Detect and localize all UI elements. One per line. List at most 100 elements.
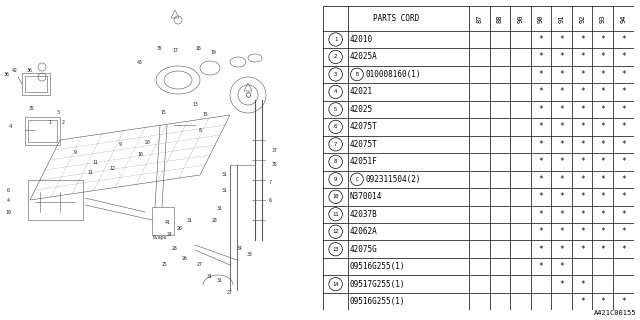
Text: *: * xyxy=(580,140,584,149)
Text: 42010: 42010 xyxy=(350,35,373,44)
Text: 27: 27 xyxy=(227,290,233,294)
Text: 42025A: 42025A xyxy=(350,52,378,61)
Text: *: * xyxy=(539,122,543,131)
Text: *: * xyxy=(580,87,584,96)
Text: 8: 8 xyxy=(198,127,202,132)
Text: *: * xyxy=(559,87,564,96)
Text: *: * xyxy=(621,245,626,254)
Text: 13: 13 xyxy=(192,102,198,108)
Text: 19: 19 xyxy=(210,51,216,55)
Text: 42075G: 42075G xyxy=(350,245,378,254)
Text: *: * xyxy=(559,245,564,254)
Bar xyxy=(25,76,47,92)
Text: *: * xyxy=(559,122,564,131)
Text: *: * xyxy=(600,157,605,166)
Text: 37: 37 xyxy=(272,148,278,153)
Text: 31: 31 xyxy=(222,188,228,193)
Text: *: * xyxy=(600,245,605,254)
Text: *: * xyxy=(580,105,584,114)
Text: Evapo: Evapo xyxy=(153,236,167,241)
Text: 92: 92 xyxy=(579,14,585,23)
Text: 12: 12 xyxy=(109,165,115,171)
Text: 7: 7 xyxy=(334,142,337,147)
Bar xyxy=(28,180,83,220)
Text: *: * xyxy=(621,52,626,61)
Text: 87: 87 xyxy=(476,14,483,23)
Text: *: * xyxy=(539,262,543,271)
Text: *: * xyxy=(621,105,626,114)
Text: 42075T: 42075T xyxy=(350,140,378,149)
Text: 2: 2 xyxy=(61,119,65,124)
Text: 43: 43 xyxy=(137,60,143,65)
Text: 31: 31 xyxy=(222,172,228,178)
Text: 4: 4 xyxy=(6,197,10,203)
Text: 88: 88 xyxy=(497,14,503,23)
Text: 27: 27 xyxy=(197,262,203,268)
Text: 13: 13 xyxy=(332,247,339,252)
Text: *: * xyxy=(539,157,543,166)
Text: N370014: N370014 xyxy=(350,192,382,201)
Text: C: C xyxy=(355,177,358,182)
Text: 15: 15 xyxy=(202,113,208,117)
Text: *: * xyxy=(621,210,626,219)
Text: *: * xyxy=(559,210,564,219)
Text: 9: 9 xyxy=(74,149,76,155)
Text: 4: 4 xyxy=(8,124,12,130)
Text: *: * xyxy=(600,105,605,114)
Text: 24: 24 xyxy=(167,233,173,237)
Text: 09517G255(1): 09517G255(1) xyxy=(350,280,405,289)
Text: *: * xyxy=(539,245,543,254)
Text: 092311504(2): 092311504(2) xyxy=(365,175,420,184)
Text: *: * xyxy=(621,87,626,96)
Text: PARTS CORD: PARTS CORD xyxy=(373,14,419,23)
Text: 35: 35 xyxy=(157,45,163,51)
Text: 6: 6 xyxy=(269,197,271,203)
Text: 31: 31 xyxy=(207,275,213,279)
Text: 11: 11 xyxy=(92,159,98,164)
Text: 9: 9 xyxy=(118,142,122,148)
Text: 12: 12 xyxy=(332,229,339,234)
Text: *: * xyxy=(539,105,543,114)
Text: *: * xyxy=(580,245,584,254)
Text: 35: 35 xyxy=(272,163,278,167)
Text: *: * xyxy=(600,140,605,149)
Text: ○: ○ xyxy=(246,91,250,100)
Text: 3: 3 xyxy=(56,109,60,115)
Text: *: * xyxy=(621,175,626,184)
Text: 93: 93 xyxy=(600,14,605,23)
Text: *: * xyxy=(559,105,564,114)
Bar xyxy=(22,73,50,95)
Text: 26: 26 xyxy=(177,226,183,230)
Text: *: * xyxy=(539,70,543,79)
Text: 17: 17 xyxy=(172,47,178,52)
Text: 28: 28 xyxy=(212,218,218,222)
Text: 11: 11 xyxy=(332,212,339,217)
Text: *: * xyxy=(580,280,584,289)
Text: *: * xyxy=(539,52,543,61)
Text: 25: 25 xyxy=(162,262,168,268)
Text: 2: 2 xyxy=(334,54,337,60)
Text: *: * xyxy=(621,227,626,236)
Text: *: * xyxy=(559,52,564,61)
Text: *: * xyxy=(621,157,626,166)
Text: 31: 31 xyxy=(217,277,223,283)
Text: 31: 31 xyxy=(217,205,223,211)
Text: 36: 36 xyxy=(27,68,33,73)
Bar xyxy=(152,207,174,235)
Text: 10: 10 xyxy=(5,211,11,215)
Text: *: * xyxy=(559,227,564,236)
Text: 26: 26 xyxy=(182,255,188,260)
Text: *: * xyxy=(580,210,584,219)
Text: 91: 91 xyxy=(559,14,564,23)
Text: *: * xyxy=(621,70,626,79)
Text: *: * xyxy=(559,157,564,166)
Text: 42037B: 42037B xyxy=(350,210,378,219)
Text: 41: 41 xyxy=(165,220,171,225)
Text: *: * xyxy=(621,122,626,131)
Text: 31: 31 xyxy=(187,218,193,222)
Text: 42: 42 xyxy=(12,68,18,73)
Text: *: * xyxy=(539,227,543,236)
Text: 4: 4 xyxy=(334,89,337,94)
Text: 8: 8 xyxy=(334,159,337,164)
Text: *: * xyxy=(559,70,564,79)
